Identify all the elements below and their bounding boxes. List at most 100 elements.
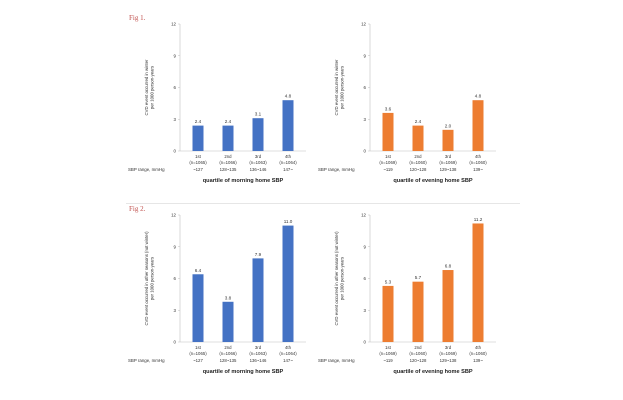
count-label: (n=1066)	[219, 351, 237, 356]
x-axis-title: quartile of morning home SBP	[203, 178, 284, 184]
figure-2-label: Fig 2.	[129, 205, 146, 213]
sbp-range-label: ~119	[383, 167, 393, 172]
sbp-range-label: ~127	[193, 358, 203, 363]
y-tick-label: 6	[364, 85, 367, 90]
bar	[252, 258, 264, 342]
sbp-range-label: 147~	[283, 358, 293, 363]
category-label: 3rd	[255, 154, 262, 159]
y-tick-label: 6	[364, 276, 367, 281]
x-axis-title: quartile of evening home SBP	[393, 369, 473, 375]
bar-value-label: 3.6	[385, 106, 392, 111]
bar-value-label: 5.7	[415, 275, 422, 280]
count-label: (n=1060)	[409, 160, 427, 165]
y-axis-label: per 1000 person-years	[150, 257, 155, 300]
y-tick-label: 6	[174, 85, 177, 90]
x-axis-title: quartile of morning home SBP	[203, 369, 284, 375]
y-tick-label: 12	[361, 213, 366, 218]
y-tick-label: 0	[364, 340, 367, 345]
bar-value-label: 6.4	[195, 268, 202, 273]
count-label: (n=1060)	[409, 351, 427, 356]
y-axis-label: per 1000 person-years	[340, 66, 345, 109]
bar-value-label: 2.4	[415, 119, 422, 124]
bar	[442, 129, 454, 151]
sbp-range-row-label: SBP range, mmHg	[318, 358, 355, 363]
category-label: 3rd	[445, 154, 452, 159]
figure-1-label: Fig 1.	[129, 14, 146, 22]
category-label: 1st	[195, 154, 202, 159]
y-tick-label: 3	[364, 117, 367, 122]
sbp-range-label: 139~	[473, 167, 483, 172]
y-tick-label: 9	[364, 244, 367, 249]
chart-fig2-morning: 0 3 6 9 12 CVD event occurred in other season…	[128, 213, 306, 375]
chart-fig1-morning: 0 3 6 9 12 CVD event occurred in winter per 10…	[128, 22, 306, 184]
bar-value-label: 2.4	[195, 119, 202, 124]
bar	[382, 112, 394, 151]
bar	[472, 100, 484, 151]
count-label: (n=1069)	[379, 351, 397, 356]
y-tick-label: 9	[174, 244, 177, 249]
category-label: 4th	[475, 154, 482, 159]
sbp-range-label: ~127	[193, 167, 203, 172]
y-tick-label: 3	[174, 117, 177, 122]
category-label: 3rd	[255, 345, 262, 350]
bar-value-label: 11.2	[474, 217, 483, 222]
bar-value-label: 3.8	[225, 295, 232, 300]
sbp-range-label: 139~	[473, 358, 483, 363]
y-tick-label: 3	[364, 308, 367, 313]
sbp-range-label: 120~128	[410, 167, 427, 172]
y-axis-label: per 1000 person-years	[150, 66, 155, 109]
count-label: (n=1064)	[279, 160, 297, 165]
count-label: (n=1060)	[469, 351, 487, 356]
y-tick-label: 3	[174, 308, 177, 313]
bar	[412, 281, 424, 342]
category-label: 1st	[385, 345, 392, 350]
category-label: 2nd	[414, 154, 422, 159]
sbp-range-label: 136~146	[250, 358, 267, 363]
y-tick-label: 0	[364, 149, 367, 154]
chart-fig2-evening: 0 3 6 9 12 CVD event occurred in other season…	[318, 213, 496, 375]
count-label: (n=1069)	[439, 351, 457, 356]
category-label: 4th	[285, 154, 292, 159]
bar-value-label: 6.8	[445, 264, 452, 269]
count-label: (n=1069)	[379, 160, 397, 165]
bar	[472, 223, 484, 342]
sbp-range-label: 147~	[283, 167, 293, 172]
count-label: (n=1069)	[439, 160, 457, 165]
bar-value-label: 4.8	[475, 94, 482, 99]
count-label: (n=1063)	[249, 160, 267, 165]
bar-value-label: 4.8	[285, 94, 292, 99]
y-axis-label: CVD event occurred in winter	[144, 59, 149, 115]
sbp-range-label: 128~135	[220, 167, 237, 172]
category-label: 4th	[285, 345, 292, 350]
bar-value-label: 11.0	[284, 219, 293, 224]
y-tick-label: 12	[361, 22, 366, 27]
category-label: 2nd	[224, 345, 232, 350]
y-tick-label: 12	[171, 213, 176, 218]
count-label: (n=1066)	[219, 160, 237, 165]
y-tick-label: 9	[364, 53, 367, 58]
y-axis-label: CVD event occurred in other seasons (not…	[334, 231, 339, 326]
sbp-range-label: 129~138	[440, 167, 457, 172]
bar	[282, 100, 294, 151]
count-label: (n=1064)	[279, 351, 297, 356]
y-tick-label: 12	[171, 22, 176, 27]
y-tick-label: 9	[174, 53, 177, 58]
y-tick-label: 0	[174, 149, 177, 154]
category-label: 4th	[475, 345, 482, 350]
category-label: 2nd	[224, 154, 232, 159]
sbp-range-label: ~119	[383, 358, 393, 363]
y-tick-label: 0	[174, 340, 177, 345]
sbp-range-row-label: SBP range, mmHg	[318, 167, 355, 172]
sbp-range-label: 128~135	[220, 358, 237, 363]
sbp-range-row-label: SBP range, mmHg	[128, 358, 165, 363]
category-label: 1st	[195, 345, 202, 350]
count-label: (n=1063)	[249, 351, 267, 356]
bar-value-label: 7.9	[255, 252, 262, 257]
bar-value-label: 2.4	[225, 119, 232, 124]
bar	[192, 125, 204, 151]
bar	[252, 118, 264, 151]
bar-value-label: 5.3	[385, 279, 392, 284]
bar	[192, 274, 204, 342]
y-axis-label: CVD event occurred in winter	[334, 59, 339, 115]
bar-value-label: 3.1	[255, 112, 262, 117]
